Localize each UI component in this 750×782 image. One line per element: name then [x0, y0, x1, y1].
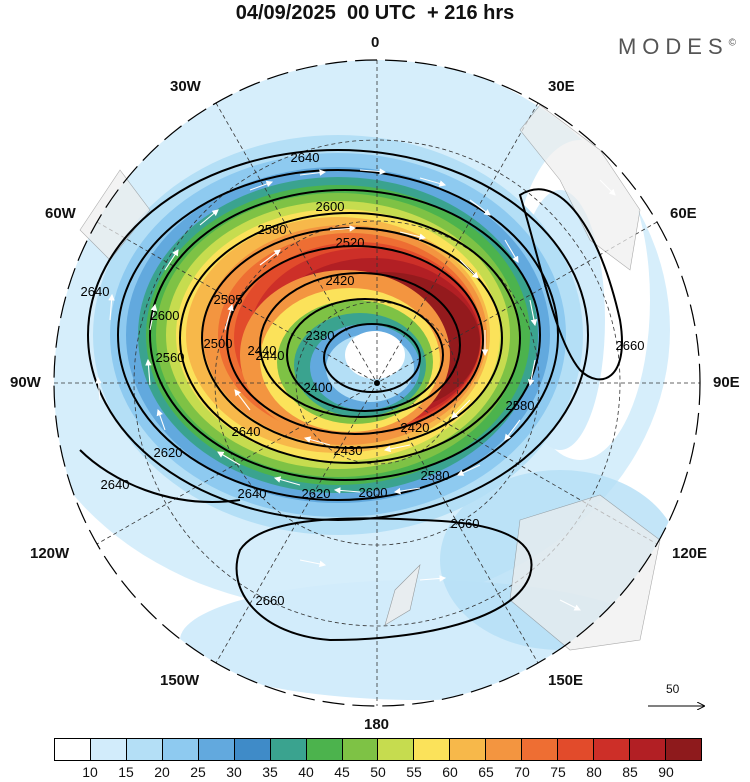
contour-label: 2600	[151, 308, 180, 323]
colorbar-tick-label: 90	[658, 764, 674, 780]
colorbar-tick-label: 75	[550, 764, 566, 780]
contour-label-group: 2640 2600 2580 2520 2420 2380 2400 2440 …	[81, 150, 645, 608]
colorbar-tick-label: 15	[118, 764, 134, 780]
contour-label: 2640	[81, 284, 110, 299]
colorbar	[54, 738, 702, 761]
colorbar-box	[55, 739, 91, 760]
colorbar-box	[594, 739, 630, 760]
contour-label: 2400	[304, 380, 333, 395]
colorbar-tick-label: 50	[370, 764, 386, 780]
contour-label: 2380	[306, 328, 335, 343]
polar-map: 2640 2600 2580 2520 2420 2380 2400 2440 …	[53, 59, 750, 740]
contour-label: 2505	[214, 292, 243, 307]
contour-label: 2520	[336, 235, 365, 250]
colorbar-tick-label: 70	[514, 764, 530, 780]
colorbar-box	[414, 739, 451, 760]
colorbar-box	[90, 739, 127, 760]
colorbar-box	[306, 739, 343, 760]
colorbar-box	[450, 739, 487, 760]
colorbar-tick-label: 10	[82, 764, 98, 780]
lon-label-120e: 120E	[672, 545, 708, 562]
contour-label: 2430	[334, 443, 363, 458]
contour-label: 2600	[316, 199, 345, 214]
contour-label: 2640	[291, 150, 320, 165]
contour-label: 2620	[302, 486, 331, 501]
contour-label: 2440	[248, 343, 277, 358]
contour-label: 2640	[101, 477, 130, 492]
wind-vectors	[95, 168, 616, 611]
colorbar-ticks: 10 15 20 25 30 35 40 45 50 55 60 65 70 75 80 85 90	[54, 764, 702, 782]
copyright-mark: ©	[728, 37, 736, 49]
colorbar-box	[342, 739, 379, 760]
colorbar-tick-label: 45	[334, 764, 350, 780]
contour-label: 2620	[154, 445, 183, 460]
reference-vector-label: 50	[666, 682, 680, 696]
colorbar-tick-label: 30	[226, 764, 242, 780]
brand-logo: MODES©	[618, 34, 736, 60]
colorbar-box	[665, 739, 701, 760]
colorbar-box	[126, 739, 163, 760]
contour-label: 2580	[506, 398, 535, 413]
contour-label: 2560	[156, 350, 185, 365]
contour-label: 2440	[256, 348, 285, 363]
coastlines	[79, 104, 661, 651]
contour-label: 2640	[232, 424, 261, 439]
pole-marker	[374, 380, 380, 386]
contour-label: 2580	[258, 222, 287, 237]
lon-label-60w: 60W	[45, 205, 76, 222]
colorbar-box	[234, 739, 271, 760]
colorbar-box	[378, 739, 415, 760]
colorbar-box	[270, 739, 307, 760]
lon-label-90w: 90W	[10, 374, 41, 391]
contour-label: 2500	[204, 336, 233, 351]
brand-name: MODES	[617, 34, 729, 59]
colorbar-tick-label: 60	[442, 764, 458, 780]
map-title: 04/09/2025 00 UTC + 216 hrs	[235, 2, 515, 24]
colorbar-box	[486, 739, 523, 760]
lon-label-120w: 120W	[30, 545, 70, 562]
lon-label-150w: 150W	[160, 672, 200, 689]
lon-label-60e: 60E	[670, 205, 697, 222]
colorbar-tick-label: 80	[586, 764, 602, 780]
contour-label: 2660	[616, 338, 645, 353]
lon-label-180: 180	[364, 716, 390, 733]
contour-label: 2660	[451, 516, 480, 531]
lon-label-30e: 30E	[548, 78, 575, 95]
lon-label-90e: 90E	[713, 374, 740, 391]
colorbar-tick-label: 55	[406, 764, 422, 780]
colorbar-box	[558, 739, 595, 760]
colorbar-tick-label: 35	[262, 764, 278, 780]
colorbar-box	[162, 739, 199, 760]
contour-label: 2600	[359, 485, 388, 500]
colorbar-tick-label: 65	[478, 764, 494, 780]
colorbar-tick-label: 25	[190, 764, 206, 780]
lon-label-0: 0	[371, 34, 380, 51]
colorbar-tick-label: 40	[298, 764, 314, 780]
contour-label: 2420	[401, 420, 430, 435]
colorbar-box	[198, 739, 235, 760]
contour-label: 2640	[238, 486, 267, 501]
contour-label: 2420	[326, 273, 355, 288]
lon-label-150e: 150E	[548, 672, 584, 689]
colorbar-tick-label: 20	[154, 764, 170, 780]
height-contours	[79, 149, 623, 642]
map-boundary	[53, 59, 701, 707]
colorbar-tick-label: 85	[622, 764, 638, 780]
contour-label: 2580	[421, 468, 450, 483]
contour-label: 2660	[256, 593, 285, 608]
lon-label-30w: 30W	[170, 78, 201, 95]
colorbar-box	[630, 739, 666, 760]
colorbar-box	[522, 739, 559, 760]
